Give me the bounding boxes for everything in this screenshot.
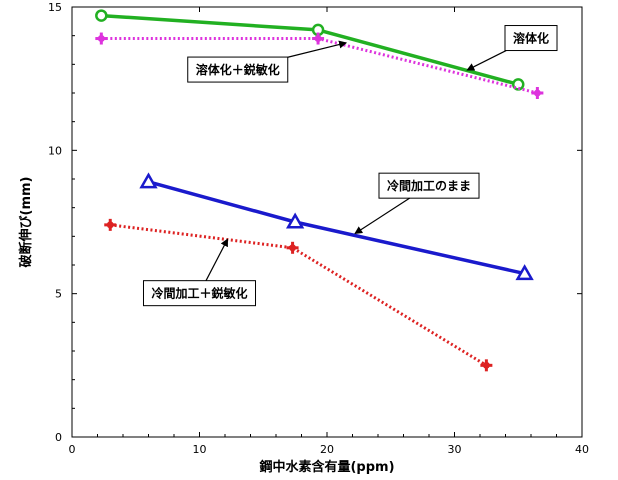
y-axis-title: 破断伸び(mm) bbox=[18, 177, 34, 268]
data-point-dot bbox=[97, 35, 105, 43]
data-point bbox=[286, 241, 299, 254]
series-3 bbox=[139, 172, 534, 281]
x-tick-label: 30 bbox=[448, 443, 462, 456]
data-point-dot bbox=[482, 361, 490, 369]
series-1 bbox=[95, 9, 525, 91]
x-tick-label: 20 bbox=[320, 443, 334, 456]
annotation-2: 溶体化＋鋭敏化 bbox=[187, 40, 348, 83]
axes: 0 10 20 30 40 0 5 10 15 bbox=[48, 1, 589, 456]
y-tick-label: 10 bbox=[48, 144, 62, 157]
annotation-arrow bbox=[205, 238, 229, 281]
data-point bbox=[515, 264, 534, 281]
annotation-label: 溶体化 bbox=[513, 31, 549, 46]
annotation-label: 溶体化＋鋭敏化 bbox=[196, 62, 280, 77]
data-point bbox=[480, 359, 493, 372]
y-tick-label: 5 bbox=[55, 288, 62, 301]
annotation-arrow bbox=[354, 197, 410, 235]
annotation-box bbox=[187, 56, 289, 83]
annotation-box bbox=[378, 172, 480, 199]
data-point-dot bbox=[106, 221, 114, 229]
series-4 bbox=[104, 218, 493, 372]
series-layer bbox=[95, 9, 544, 372]
annotation-4: 冷間加工＋鋭敏化 bbox=[142, 238, 257, 307]
y-tick-label: 0 bbox=[55, 431, 62, 444]
data-point bbox=[95, 32, 108, 45]
data-point bbox=[312, 32, 325, 45]
annotation-label: 冷間加工のまま bbox=[387, 178, 471, 193]
data-point bbox=[531, 87, 544, 99]
data-point bbox=[95, 9, 108, 22]
y-tick-label: 15 bbox=[48, 1, 62, 14]
x-tick-label: 0 bbox=[69, 443, 76, 456]
x-axis-title: 鋼中水素含有量(ppm) bbox=[258, 459, 394, 475]
data-point-dot bbox=[314, 35, 322, 43]
plot-frame bbox=[71, 6, 583, 438]
annotation-box bbox=[504, 25, 558, 52]
annotation-arrow bbox=[287, 40, 348, 58]
series-line bbox=[110, 223, 488, 367]
annotation-arrow bbox=[466, 49, 507, 71]
data-point bbox=[285, 212, 305, 229]
data-point-dot bbox=[289, 244, 297, 252]
series-2 bbox=[95, 32, 544, 99]
x-tick-label: 40 bbox=[575, 443, 589, 456]
data-point-dot bbox=[533, 89, 541, 97]
annotation-box bbox=[142, 280, 257, 307]
series-line bbox=[101, 13, 519, 87]
data-point bbox=[139, 172, 158, 189]
annotation-label: 冷間加工＋鋭敏化 bbox=[151, 286, 247, 301]
annotation-1: 溶体化 bbox=[466, 25, 558, 71]
data-point bbox=[104, 218, 117, 231]
annotation-3: 冷間加工のまま bbox=[354, 172, 480, 235]
x-tick-label: 10 bbox=[193, 443, 207, 456]
series-line bbox=[101, 37, 538, 95]
